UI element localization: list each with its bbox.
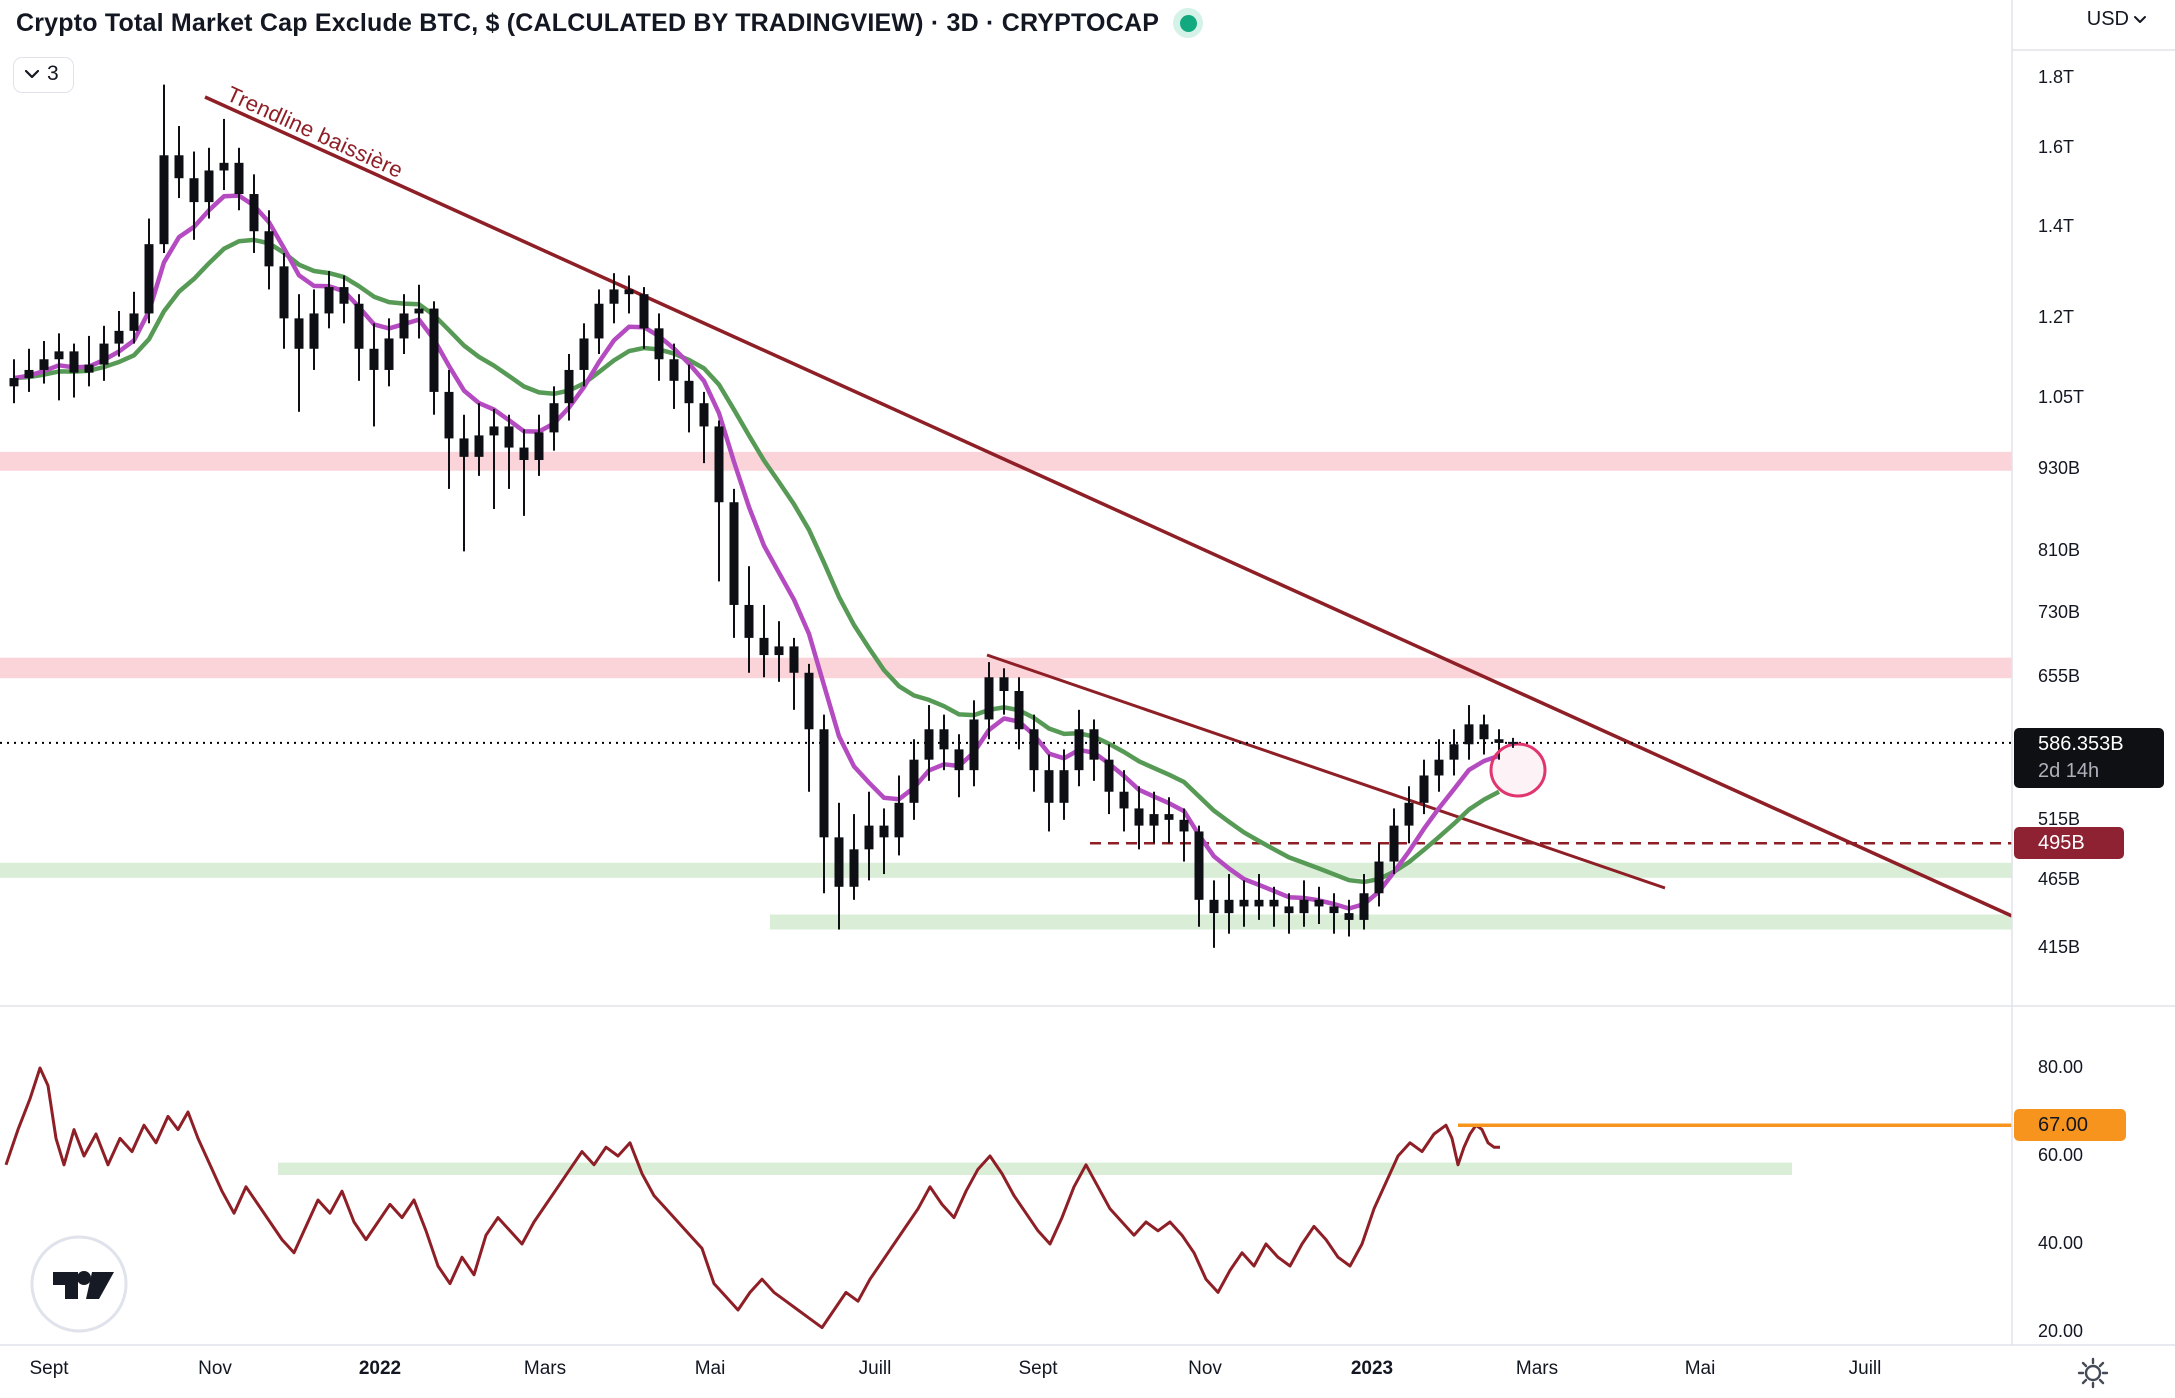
price-axis-label: 465B	[2038, 869, 2081, 890]
symbol-title: Crypto Total Market Cap Exclude BTC, $ (…	[16, 8, 1160, 37]
price-axis-label: 1.4T	[2038, 215, 2075, 236]
time-axis-label: Mars	[523, 1358, 567, 1379]
alert-level-value: 495B	[2038, 831, 2085, 854]
rsi-axis-label: 40.00	[2038, 1233, 2084, 1253]
annotation-circle[interactable]	[1489, 742, 1547, 798]
zone-support-433B[interactable]	[770, 914, 2012, 930]
settings-sun-icon[interactable]	[2076, 1356, 2110, 1390]
ma-slow-line[interactable]	[13, 237, 1501, 885]
time-axis-label: Mars	[1515, 1358, 1559, 1379]
time-axis-label: 2023	[1350, 1358, 1394, 1379]
bar-countdown: 2d 14h	[2038, 759, 2100, 782]
price-marker-cross	[1508, 737, 1518, 748]
trendline-baissiere[interactable]	[204, 95, 2013, 918]
chart-legend[interactable]: Crypto Total Market Cap Exclude BTC, $ (…	[16, 8, 1204, 38]
time-axis-label: Mai	[1684, 1358, 1716, 1379]
time-axis-label: Sept	[29, 1358, 69, 1379]
price-axis-label: 730B	[2038, 602, 2081, 622]
last-price-label: 586.353B 2d 14h	[2014, 727, 2164, 788]
zone-support-473B[interactable]	[0, 862, 2012, 878]
interval-value: 3	[47, 62, 59, 85]
rsi-axis-label: 60.00	[2038, 1145, 2084, 1165]
tradingview-logo	[30, 1235, 128, 1333]
time-axis-label: Nov	[198, 1358, 232, 1379]
time-axis-label: Nov	[1188, 1358, 1222, 1379]
price-axis-label: 930B	[2038, 458, 2081, 479]
currency-label: USD	[2086, 8, 2129, 30]
market-status-icon	[1173, 8, 1204, 38]
price-axis-label: 1.8T	[2038, 67, 2075, 87]
rsi-level-label: 67.00	[2014, 1109, 2126, 1142]
rsi-axis-label: 20.00	[2038, 1321, 2084, 1341]
time-axis-label: Juill	[858, 1358, 892, 1379]
chevron-down-icon	[24, 69, 40, 79]
ma-fast-line[interactable]	[13, 193, 1500, 911]
interval-button[interactable]: 3	[13, 57, 74, 93]
candles[interactable]	[9, 84, 1504, 948]
rsi-line[interactable]	[4, 1066, 1500, 1330]
price-axis-label: 655B	[2038, 666, 2081, 687]
currency-selector[interactable]: USD	[2087, 8, 2147, 31]
rsi-level-value: 67.00	[2038, 1113, 2089, 1136]
price-axis-label: 1.05T	[2038, 386, 2085, 407]
rsi-zone[interactable]	[278, 1162, 1792, 1175]
price-axis-label: 1.6T	[2038, 136, 2075, 157]
rsi-axis-label: 80.00	[2038, 1057, 2084, 1077]
zone-resistance-655B[interactable]	[0, 657, 2012, 679]
price-axis-label: 1.2T	[2038, 307, 2075, 328]
price-axis-label: 515B	[2038, 808, 2081, 829]
chevron-down-icon	[2134, 16, 2146, 23]
price-axis-label: 415B	[2038, 936, 2081, 957]
last-price-value: 586.353B	[2038, 732, 2124, 755]
price-axis-label: 810B	[2038, 540, 2081, 561]
channel-line[interactable]	[986, 653, 1666, 890]
alert-level-label: 495B	[2014, 827, 2124, 860]
time-axis-label: Mai	[694, 1358, 726, 1379]
time-axis-label: 2022	[358, 1358, 402, 1379]
time-axis-label: Juill	[1848, 1358, 1882, 1379]
time-axis-label: Sept	[1018, 1358, 1058, 1379]
